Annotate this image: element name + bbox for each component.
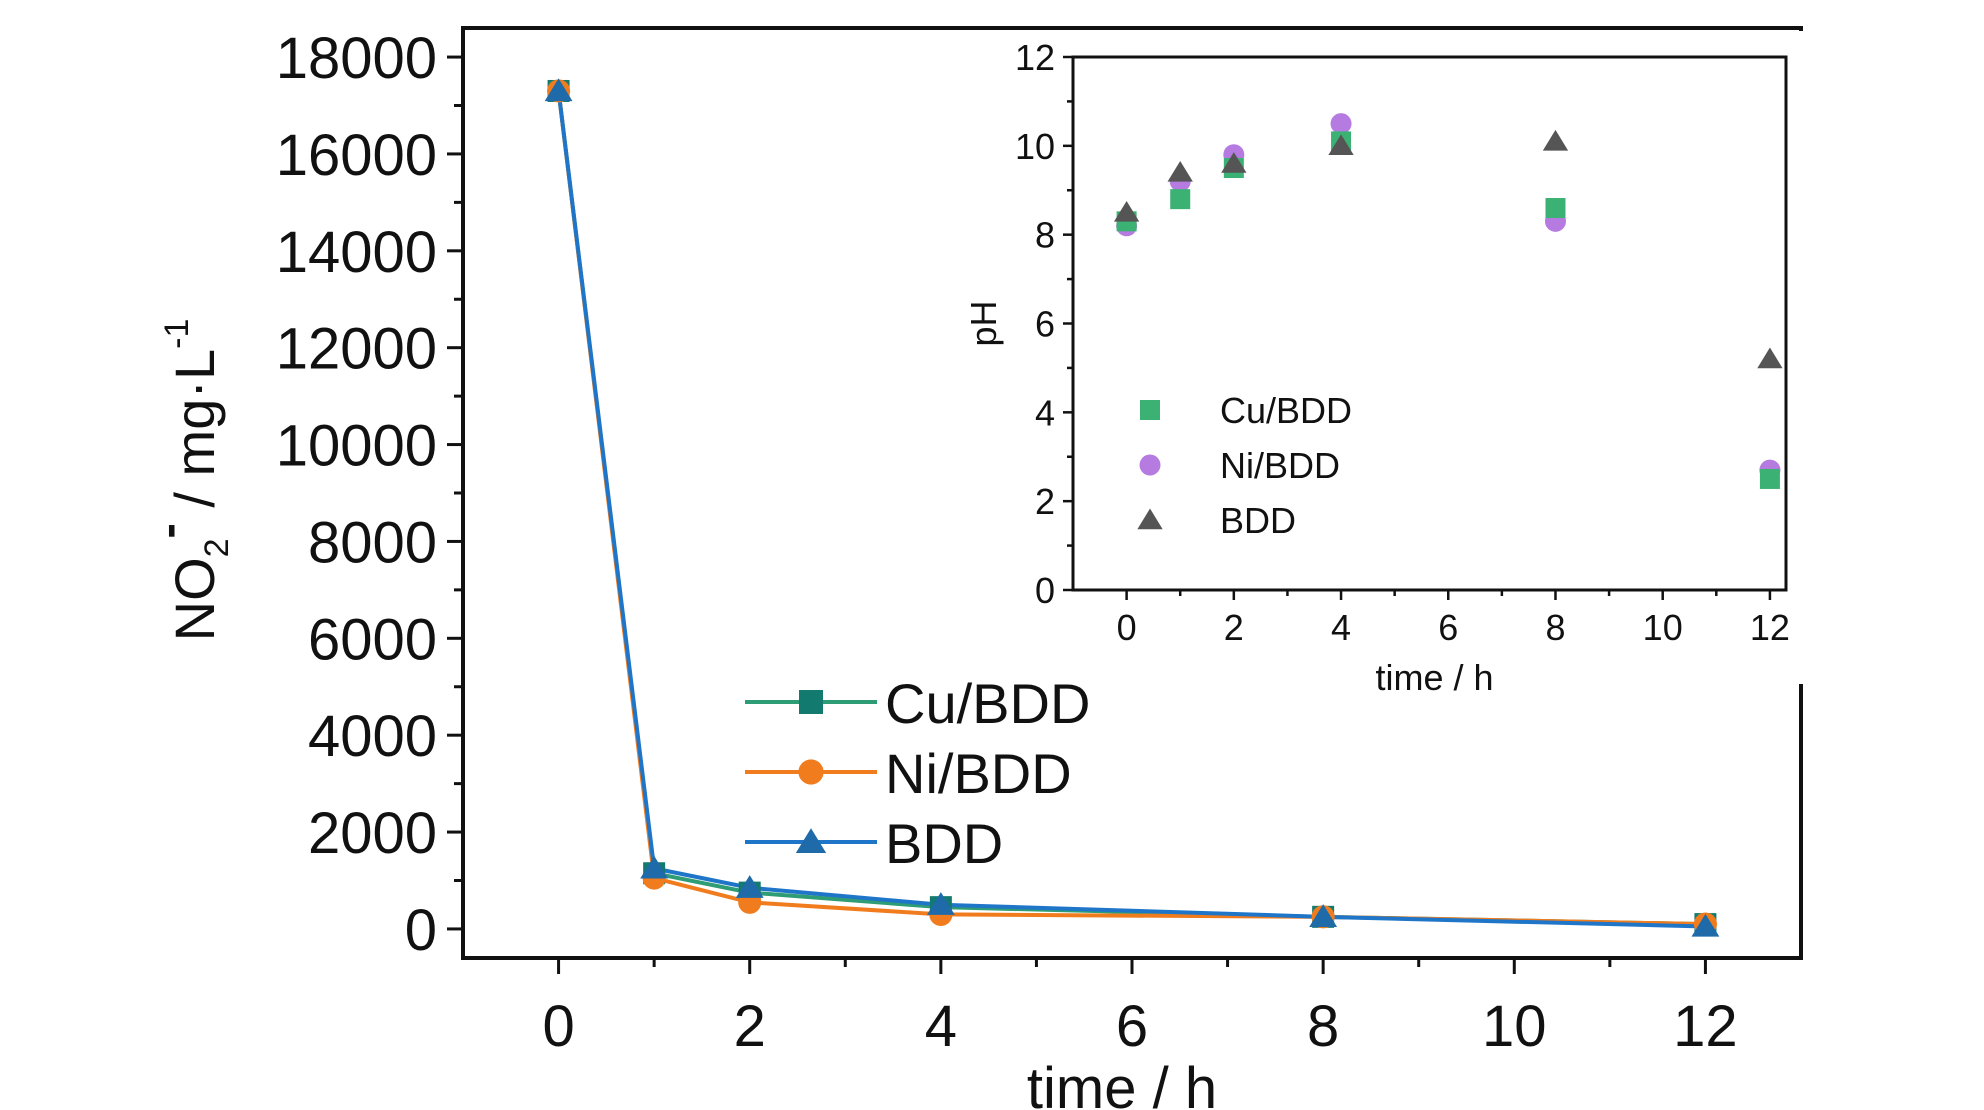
main-y-tick-label: 14000 xyxy=(276,220,437,285)
inset-y-tick-label: 2 xyxy=(1035,481,1055,522)
inset-point-cu-bdd xyxy=(1170,189,1191,210)
inset-point-bdd xyxy=(1113,200,1140,222)
main-x-tick-label: 6 xyxy=(1116,994,1148,1059)
inset-chart: 0 2 4 6 8 10 12 0 2 4 6 8 10 12 Cu/BDD Ni/BDD BDD time … xyxy=(963,31,1806,698)
inset-x-tick-label: 6 xyxy=(1438,607,1458,648)
inset-legend-marker xyxy=(1137,508,1163,530)
legend-marker xyxy=(798,759,824,785)
inset-point-cu-bdd xyxy=(1759,468,1780,489)
inset-point-ni-bdd xyxy=(1330,113,1352,135)
main-point-bdd xyxy=(1691,913,1720,937)
main-y-tick-label: 2000 xyxy=(308,801,437,866)
main-series-lines xyxy=(556,90,1706,929)
inset-y-tick-label: 8 xyxy=(1035,215,1055,256)
inset-point-bdd xyxy=(1167,160,1193,182)
legend-label: BDD xyxy=(885,812,1003,875)
inset-legend: Cu/BDD Ni/BDD BDD xyxy=(1137,390,1352,541)
main-point-bdd xyxy=(544,78,573,102)
inset-point-bdd xyxy=(1328,134,1354,156)
main-y-tick-label: 12000 xyxy=(276,317,437,382)
main-point-bdd xyxy=(640,855,669,879)
legend-marker xyxy=(795,828,827,854)
inset-y-tick-label: 10 xyxy=(1015,126,1055,167)
inset-x-tick-label: 12 xyxy=(1750,607,1790,648)
main-y-axis-label-base: NO xyxy=(163,557,226,641)
inset-legend-marker xyxy=(1139,454,1161,476)
inset-point-cu-bdd xyxy=(1545,198,1566,219)
main-axis-tick-labels: 0 2 4 6 8 10 12 0 2000 4000 6000 8000 10000 12000 1400… xyxy=(276,26,1738,1059)
inset-legend-label: BDD xyxy=(1220,500,1296,541)
main-y-tick-label: 8000 xyxy=(308,510,437,575)
main-axis-ticks xyxy=(447,55,1707,974)
inset-point-bdd xyxy=(1542,129,1569,151)
main-y-tick-label: 0 xyxy=(405,898,437,963)
inset-point-bdd xyxy=(1221,152,1247,173)
inset-y-tick-label: 4 xyxy=(1035,392,1055,433)
main-y-tick-label: 4000 xyxy=(308,704,437,769)
main-y-axis-label-unit-exp: -1 xyxy=(158,319,196,349)
main-y-axis-label-charge: - xyxy=(142,523,194,538)
main-x-tick-label: 2 xyxy=(734,994,766,1059)
inset-legend-label: Ni/BDD xyxy=(1220,445,1340,486)
main-y-tick-label: 10000 xyxy=(276,414,437,479)
main-x-tick-label: 0 xyxy=(542,994,574,1059)
inset-x-tick-label: 4 xyxy=(1331,607,1351,648)
main-x-axis-label: time / h xyxy=(1027,1056,1217,1110)
main-y-tick-label: 16000 xyxy=(276,123,437,188)
main-x-tick-label: 12 xyxy=(1673,994,1738,1059)
inset-y-tick-label: 0 xyxy=(1035,570,1055,611)
main-point-bdd xyxy=(735,875,764,898)
inset-x-axis-label: time / h xyxy=(1375,657,1493,698)
main-point-bdd xyxy=(926,892,955,915)
main-series-markers xyxy=(544,78,1720,937)
inset-point-bdd xyxy=(1757,347,1783,369)
legend-marker xyxy=(799,690,823,714)
inset-x-tick-label: 2 xyxy=(1224,607,1244,648)
legend-label: Ni/BDD xyxy=(885,742,1072,805)
inset-legend-label: Cu/BDD xyxy=(1220,390,1352,431)
main-y-tick-label: 6000 xyxy=(308,607,437,672)
inset-x-tick-label: 10 xyxy=(1643,607,1683,648)
inset-y-tick-label: 6 xyxy=(1035,304,1055,345)
inset-legend-marker xyxy=(1140,400,1160,420)
main-y-tick-label: 18000 xyxy=(276,26,437,91)
inset-y-tick-label: 12 xyxy=(1015,37,1055,78)
inset-background xyxy=(983,31,1806,684)
main-y-axis-label: NO2- / mg·L-1 xyxy=(142,319,236,642)
main-series-line-bdd xyxy=(556,90,1706,929)
inset-y-axis-label: pH xyxy=(963,300,1004,346)
main-x-tick-label: 4 xyxy=(925,994,957,1059)
inset-x-tick-label: 8 xyxy=(1545,607,1565,648)
main-x-tick-label: 8 xyxy=(1307,994,1339,1059)
inset-x-tick-label: 0 xyxy=(1117,607,1137,648)
main-y-axis-label-rest: / mg·L xyxy=(163,349,226,523)
inset-series-markers xyxy=(1113,113,1783,489)
main-x-tick-label: 10 xyxy=(1482,994,1547,1059)
inset-axis-tick-labels: 0 2 4 6 8 10 12 0 2 4 6 8 10 12 xyxy=(1015,37,1790,648)
main-y-axis-label-sub: 2 xyxy=(198,538,236,557)
inset-axis-ticks xyxy=(1063,55,1772,600)
main-point-bdd xyxy=(1309,904,1338,927)
